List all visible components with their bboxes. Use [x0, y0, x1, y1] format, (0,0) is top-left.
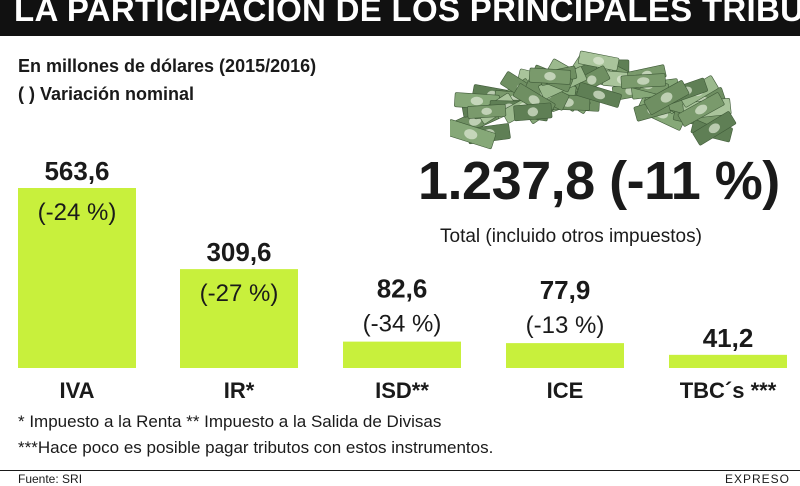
- footnote-ir-isd: * Impuesto a la Renta ** Impuesto a la S…: [18, 412, 442, 431]
- bar-0: [18, 188, 136, 368]
- footnote-tbc: ***Hace poco es posible pagar tributos c…: [18, 438, 494, 457]
- bar-chart: 563,6 (-24 %) IVA 309,6 (-27 %) IR* 82,6 (-34 %…: [18, 156, 787, 403]
- value-label-1: 309,6: [206, 237, 271, 267]
- value-label-4: 41,2: [703, 323, 754, 353]
- value-label-2: 82,6: [377, 274, 428, 304]
- bar-3: [506, 343, 624, 368]
- bar-2: [343, 341, 461, 368]
- bar-1: [180, 269, 298, 368]
- brand-label: EXPRESO: [724, 472, 790, 486]
- variation-label-0: (-24 %): [38, 199, 117, 226]
- bar-4: [669, 354, 787, 368]
- footer-rule: [0, 470, 800, 471]
- units-subtitle: En millones de dólares (2015/2016): [18, 56, 317, 76]
- category-label-0: IVA: [59, 378, 94, 403]
- category-label-4: TBC´s ***: [680, 378, 777, 403]
- variation-label-2: (-34 %): [363, 311, 442, 338]
- header-bar: LA PARTICIPACIÓN DE LOS PRINCIPALES TRIB…: [0, 0, 800, 36]
- category-label-3: ICE: [547, 378, 584, 403]
- variation-note: ( ) Variación nominal: [18, 84, 195, 104]
- source-label: Fuente: SRI: [18, 472, 83, 486]
- total-caption: Total (incluido otros impuestos): [440, 226, 702, 247]
- variation-label-1: (-27 %): [200, 280, 279, 307]
- variation-label-3: (-13 %): [526, 312, 605, 339]
- money-pile-icon: [450, 50, 737, 150]
- value-label-3: 77,9: [540, 275, 591, 305]
- total-value: 1.237,8 (-11 %): [418, 151, 780, 211]
- value-label-0: 563,6: [44, 156, 109, 186]
- category-label-1: IR*: [224, 378, 255, 403]
- category-label-2: ISD**: [375, 378, 429, 403]
- page-title: LA PARTICIPACIÓN DE LOS PRINCIPALES TRIB…: [14, 0, 800, 28]
